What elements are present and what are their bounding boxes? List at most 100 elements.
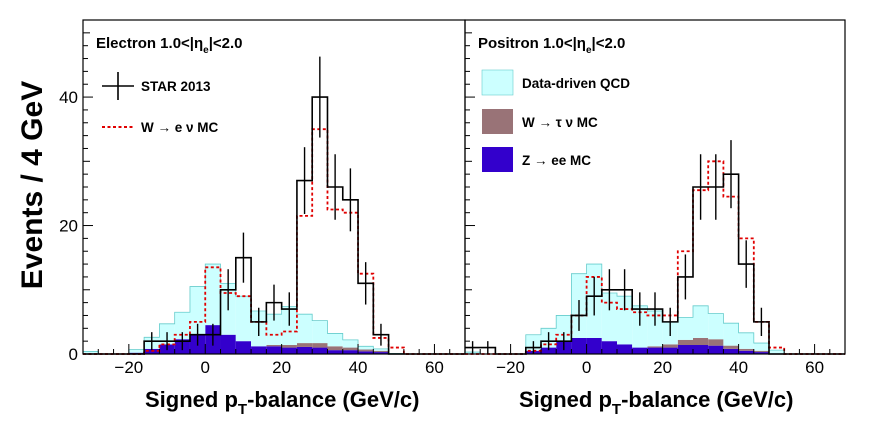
z-ee-bar	[753, 352, 769, 354]
x-tick-label: 0	[582, 358, 591, 377]
z-ee-bar	[235, 341, 252, 354]
legend-w-enu-label: W → e ν MC	[141, 120, 219, 135]
z-ee-bar	[677, 345, 693, 354]
w-taunu-bar	[327, 346, 343, 351]
z-ee-bar	[312, 347, 328, 354]
x-tick-label: 20	[272, 358, 291, 377]
x-tick-label: −20	[114, 358, 143, 377]
x-tick-label: 40	[729, 358, 748, 377]
qcd-bar	[632, 305, 648, 348]
legend-qcd-label: Data-driven QCD	[522, 76, 630, 91]
z-ee-bar	[601, 341, 617, 354]
z-ee-bar	[358, 351, 374, 354]
w-taunu-bar	[312, 343, 328, 348]
qcd-bar	[373, 348, 389, 351]
axis-ticks: −20 0 20 40 60 0 20 40	[59, 19, 466, 377]
z-ee-bar	[281, 347, 297, 354]
z-ee-bar	[693, 345, 709, 354]
legend-w-taunu-label: W → τ ν MC	[522, 115, 598, 130]
qcd-bar	[738, 332, 754, 349]
w-taunu-bar	[738, 348, 754, 351]
z-ee-bar	[647, 347, 663, 354]
qcd-bar	[342, 339, 359, 348]
x-tick-label: 40	[349, 358, 368, 377]
electron-title: Electron 1.0<|ηe|<2.0	[96, 35, 243, 56]
qcd-bar	[128, 349, 145, 353]
electron-panel: −20 0 20 40 60 0 20 40 Electron 1.0<|ηe|<2.0 ST…	[59, 19, 466, 418]
qcd-bar	[708, 313, 724, 340]
w-taunu-bar	[753, 350, 769, 353]
w-taunu-bar	[708, 339, 724, 346]
qcd-bar	[769, 350, 785, 354]
qcd-bar	[174, 312, 190, 340]
qcd-bar	[296, 314, 313, 344]
z-ee-bar	[617, 344, 633, 354]
qcd-outline	[465, 263, 845, 355]
qcd-bar	[312, 320, 328, 344]
z-ee-bar	[220, 334, 236, 354]
z-ee-bar	[541, 347, 557, 354]
qcd-bar	[83, 351, 99, 354]
legend-data-label: STAR 2013	[141, 79, 211, 94]
qcd-bar	[205, 264, 221, 326]
legend-z-ee-label: Z → ee MC	[522, 153, 591, 168]
x-tick-label: −20	[496, 358, 525, 377]
positron-frame	[464, 19, 846, 355]
qcd-bar	[723, 323, 739, 346]
legend-w-taunu-swatch	[482, 109, 513, 134]
z-ee-bar	[571, 337, 587, 354]
y-tick-label: 20	[59, 217, 78, 236]
legend-data-marker	[102, 72, 134, 100]
qcd-bar	[753, 343, 769, 351]
x-tick-label: 60	[425, 358, 444, 377]
electron-plot-area: −20 0 20 40 60 0 20 40	[59, 19, 466, 377]
qcd-bar	[601, 292, 617, 342]
x-tick-label: 60	[805, 358, 824, 377]
y-axis-label: Events / 4 GeV	[16, 81, 49, 289]
w-taunu-bar	[296, 343, 313, 347]
electron-legend: STAR 2013 W → e ν MC	[102, 72, 219, 135]
qcd-bar	[266, 314, 282, 346]
z-ee-bar	[373, 352, 389, 354]
w-taunu-bar	[373, 350, 389, 353]
z-ee-bar	[266, 346, 282, 354]
w-taunu-bar	[266, 345, 282, 347]
y-tick-label: 0	[69, 345, 78, 364]
qcd-bar	[358, 346, 374, 350]
w-taunu-bar	[358, 349, 374, 352]
z-ee-bar	[662, 347, 678, 354]
positron-panel: −20 0 20 40 60 Positron 1.0<|ηe|<2.0 Data-dr…	[464, 19, 846, 418]
qcd-bar	[327, 333, 343, 347]
positron-plot-area: −20 0 20 40 60	[464, 19, 846, 377]
y-tick-label: 40	[59, 88, 78, 107]
w-taunu-bar	[693, 337, 709, 346]
w-taunu-bar	[723, 345, 739, 349]
z-ee-bar	[586, 337, 602, 354]
legend-z-ee-swatch	[482, 147, 513, 172]
positron-x-axis-label: Signed pT-balance (GeV/c)	[519, 387, 793, 418]
z-ee-bar	[708, 345, 724, 354]
x-tick-label: 0	[201, 358, 210, 377]
qcd-bar	[693, 305, 709, 338]
qcd-bar	[235, 296, 252, 342]
w-taunu-bar	[342, 347, 359, 351]
z-ee-bar	[738, 350, 754, 354]
z-ee-bar	[251, 346, 267, 354]
positron-legend: Data-driven QCD W → τ ν MC Z → ee MC	[481, 69, 630, 172]
z-ee-bar	[723, 348, 739, 354]
z-ee-bar	[327, 350, 343, 354]
qcd-bar	[647, 310, 663, 347]
x-tick-label: 20	[653, 358, 672, 377]
electron-x-axis-label: Signed pT-balance (GeV/c)	[145, 387, 419, 418]
positron-title: Positron 1.0<|ηe|<2.0	[478, 35, 625, 56]
z-ee-bar	[342, 350, 359, 354]
w-taunu-bar	[662, 344, 678, 348]
qcd-bar	[677, 317, 693, 340]
w-enu-mc-line	[83, 128, 465, 355]
z-ee-bar	[296, 346, 313, 354]
w-taunu-bar	[281, 345, 297, 348]
legend-qcd-swatch	[481, 69, 514, 96]
z-ee-bar	[632, 347, 648, 354]
